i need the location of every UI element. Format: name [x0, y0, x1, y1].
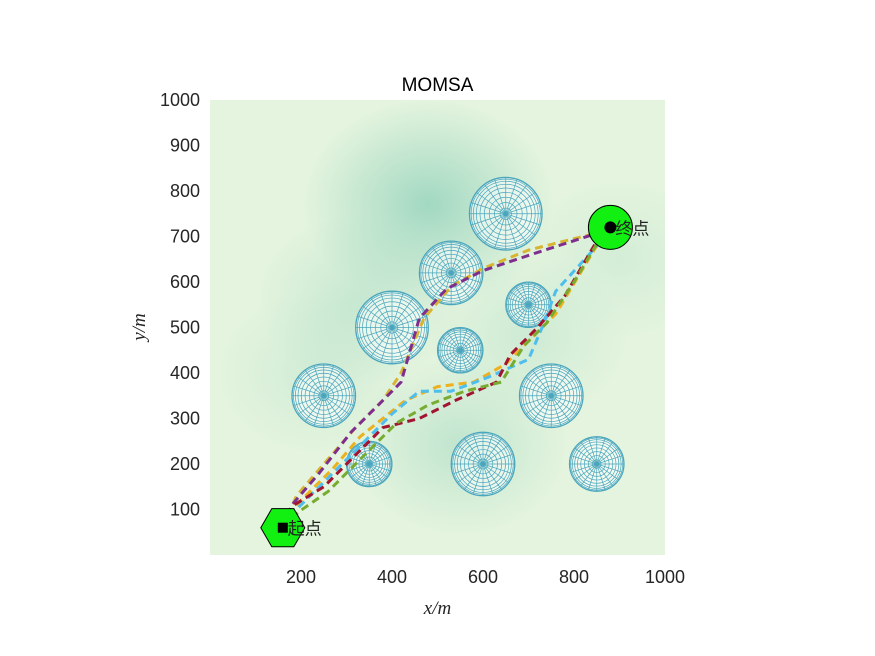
obstacle-center	[448, 270, 454, 276]
chart-title: MOMSA	[402, 75, 474, 96]
obstacle-sphere	[468, 176, 543, 251]
x-tick-label: 400	[377, 567, 407, 587]
y-axis-label: y/m	[129, 313, 150, 342]
x-tick-label: 200	[286, 567, 316, 587]
y-tick-label: 700	[170, 227, 200, 247]
obstacle-center	[321, 393, 327, 399]
obstacle-sphere	[418, 240, 484, 306]
start-end-markers: 起点 终点	[260, 204, 649, 548]
start-label: 起点	[288, 520, 322, 540]
end-label: 终点	[615, 219, 649, 239]
obstacle-center	[480, 461, 486, 467]
x-tick-label: 800	[559, 567, 589, 587]
y-tick-label: 400	[170, 363, 200, 383]
path-line	[281, 226, 612, 529]
y-tick-label: 300	[170, 409, 200, 429]
y-tick-label: 800	[170, 181, 200, 201]
end-point	[604, 221, 617, 234]
obstacle-sphere	[436, 326, 484, 374]
obstacle-sphere	[505, 281, 552, 329]
obstacle-center	[548, 393, 554, 399]
start-point	[277, 522, 288, 533]
axis-ticks: 200 400 600 800 1000 100 200 300 400 500 600 700 800…	[160, 90, 685, 587]
obstacle-sphere	[518, 363, 584, 429]
obstacle-sphere	[568, 436, 625, 492]
y-tick-label: 500	[170, 318, 200, 338]
x-tick-label: 600	[468, 567, 498, 587]
x-axis-label: x/m	[423, 598, 451, 619]
y-tick-label: 1000	[160, 90, 200, 110]
obstacle-center	[389, 325, 395, 330]
path-line	[281, 226, 612, 529]
obstacle-center	[503, 211, 509, 217]
obstacle-sphere	[355, 290, 429, 365]
path-line	[281, 226, 612, 529]
y-tick-label: 900	[170, 136, 200, 156]
y-tick-label: 600	[170, 272, 200, 292]
obstacle-sphere	[450, 431, 516, 497]
x-tick-label: 1000	[645, 567, 685, 587]
y-tick-label: 200	[170, 454, 200, 474]
obstacle-center	[526, 302, 531, 308]
obstacle-center	[594, 461, 600, 467]
obstacle-sphere	[345, 440, 393, 488]
obstacles	[291, 176, 625, 497]
y-tick-label: 100	[170, 500, 200, 520]
obstacle-sphere	[291, 363, 357, 429]
obstacle-center	[366, 461, 372, 467]
path-series	[281, 226, 612, 529]
path-line	[281, 226, 612, 529]
obstacle-center	[457, 347, 463, 353]
path-line	[281, 226, 612, 529]
